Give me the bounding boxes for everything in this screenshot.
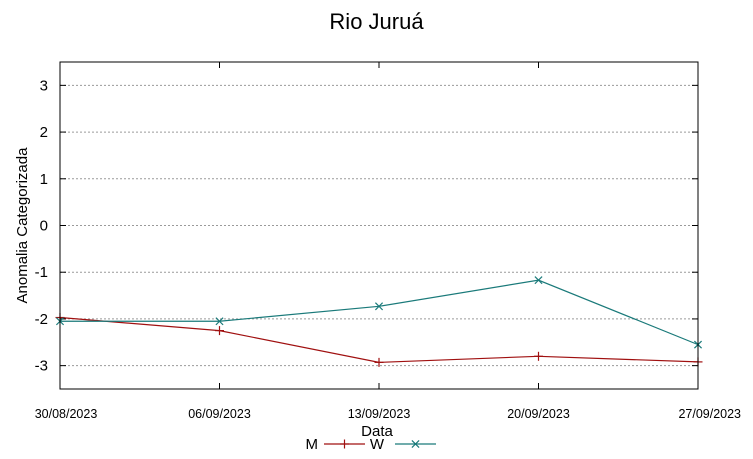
- x-axis-label: Data: [361, 423, 393, 440]
- series-m-line: [59, 316, 699, 363]
- y-tick-label: 0: [40, 218, 48, 235]
- y-tick-label: 1: [40, 171, 48, 188]
- x-tick-label: 20/09/2023: [507, 407, 570, 421]
- x-tick-label: 13/09/2023: [348, 407, 411, 421]
- y-axis-label: Anomalia Categorizada: [14, 147, 31, 304]
- series-layer: [55, 276, 703, 367]
- grid-lines: [60, 84, 698, 367]
- series-w-point: [374, 302, 384, 311]
- plot-frame: [59, 61, 699, 390]
- y-tick-label: -2: [35, 311, 48, 328]
- legend-label-w: W: [370, 436, 385, 453]
- y-axis-ticks: 3 2 1 0 -1 -2 -3: [35, 77, 698, 375]
- chart-title: Rio Juruá: [329, 9, 424, 34]
- x-tick-label: 06/09/2023: [188, 407, 251, 421]
- legend-marker-w: [411, 439, 420, 449]
- y-tick-label: -3: [35, 358, 48, 375]
- y-tick-label: -1: [35, 264, 48, 281]
- x-axis-ticks: 30/08/2023 06/09/2023 13/09/2023 20/09/2023…: [35, 62, 741, 421]
- y-tick-label: 3: [40, 77, 48, 94]
- y-tick-label: 2: [40, 124, 48, 141]
- series-w-line: [60, 279, 699, 346]
- legend-marker-m: [340, 439, 349, 449]
- series-m-point: [374, 357, 384, 367]
- series-w-point: [215, 317, 224, 326]
- series-m-point: [534, 351, 543, 361]
- legend-label-m: M: [306, 436, 319, 453]
- x-tick-label: 30/08/2023: [35, 407, 98, 421]
- x-tick-label: 27/09/2023: [678, 407, 741, 421]
- series-m-point: [215, 326, 224, 336]
- series-w-point: [534, 276, 543, 285]
